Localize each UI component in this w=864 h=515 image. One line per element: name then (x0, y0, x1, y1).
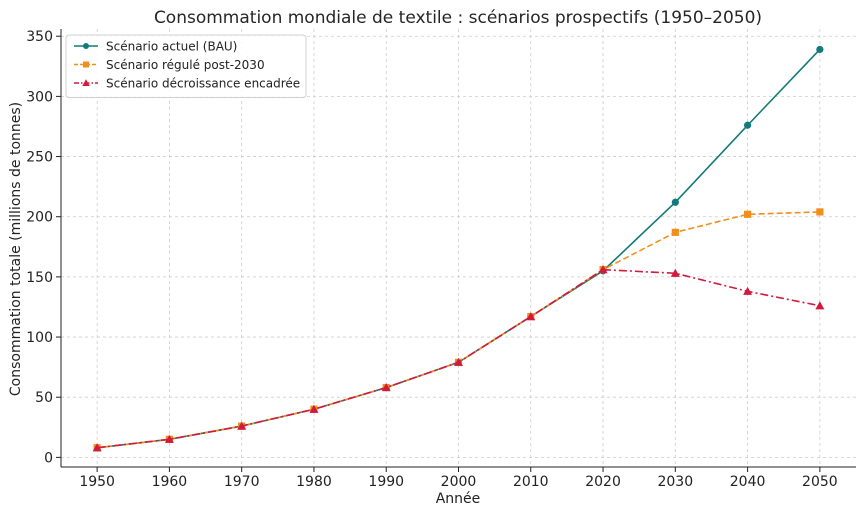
y-tick-label: 50 (35, 390, 53, 406)
x-tick-label: 1980 (296, 474, 332, 490)
data-point (598, 265, 608, 274)
x-tick-label: 2000 (441, 474, 477, 490)
series-layer (92, 45, 825, 452)
data-point (671, 228, 679, 236)
data-point (816, 208, 824, 216)
data-point (743, 210, 752, 218)
chart-title: Consommation mondiale de textile : scéna… (154, 8, 762, 28)
data-point (526, 312, 536, 321)
data-point (816, 45, 824, 54)
data-point (671, 198, 679, 206)
data-point (164, 434, 174, 443)
axes: 1950 1960 1970 1980 1990 2000 2010 2020 2030 2040… (26, 29, 856, 490)
x-tick-label: 1950 (79, 474, 115, 490)
legend-marker (83, 61, 89, 68)
legend-label: Scénario régulé post-2030 (106, 58, 265, 72)
data-point (743, 121, 752, 129)
y-tick-label: 250 (26, 150, 53, 166)
data-point (743, 286, 753, 295)
data-point (670, 268, 680, 277)
data-point (92, 443, 102, 452)
x-tick-label: 2040 (730, 474, 766, 490)
y-tick-label: 350 (26, 29, 53, 45)
legend-label: Scénario actuel (BAU) (106, 40, 237, 54)
y-tick-label: 100 (26, 330, 53, 346)
legend-marker (82, 79, 90, 86)
x-axis-title: Année (436, 491, 481, 507)
y-tick-label: 300 (26, 89, 53, 105)
data-point (309, 404, 319, 413)
x-tick-label: 1970 (224, 474, 260, 490)
x-tick-label: 1960 (152, 474, 188, 490)
legend-marker (83, 43, 89, 49)
x-tick-label: 2030 (657, 474, 693, 490)
y-tick-label: 200 (26, 210, 53, 226)
x-tick-label: 1990 (368, 474, 404, 490)
y-tick-label: 0 (44, 450, 53, 466)
legend-label: Scénario décroissance encadrée (106, 77, 300, 91)
data-point (381, 383, 391, 392)
data-point (815, 301, 825, 310)
data-point (454, 357, 463, 366)
x-tick-label: 2020 (585, 474, 621, 490)
x-tick-label: 2010 (513, 474, 549, 490)
y-axis-title: Consommation totale (millions de tonnes) (8, 102, 24, 396)
series-3 (92, 265, 825, 452)
x-tick-label: 2050 (802, 474, 838, 490)
legend: Scénario actuel (BAU) Scénario régulé pos… (65, 34, 307, 98)
legend-box (65, 34, 307, 98)
y-tick-label: 150 (26, 270, 53, 286)
data-point (237, 421, 247, 430)
